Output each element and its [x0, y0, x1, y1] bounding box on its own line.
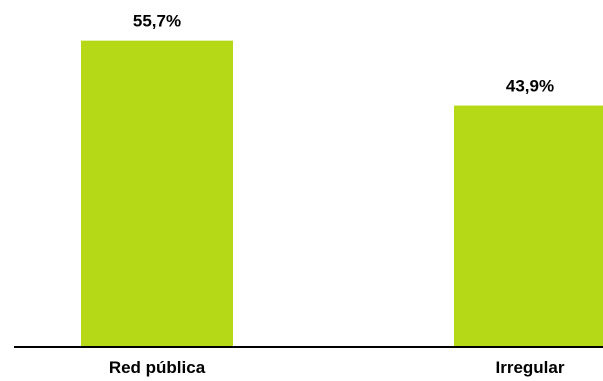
bars-group [81, 40, 603, 348]
category-labels-group: Red pública Irregular [109, 358, 565, 377]
category-label-2: Irregular [496, 358, 565, 377]
category-label-1: Red pública [109, 358, 206, 377]
value-labels-group: 55,7% 43,9% [133, 12, 554, 96]
value-label-1: 55,7% [133, 12, 181, 31]
bar-1 [81, 40, 233, 348]
value-label-2: 43,9% [506, 77, 554, 96]
bar-2 [454, 105, 603, 347]
